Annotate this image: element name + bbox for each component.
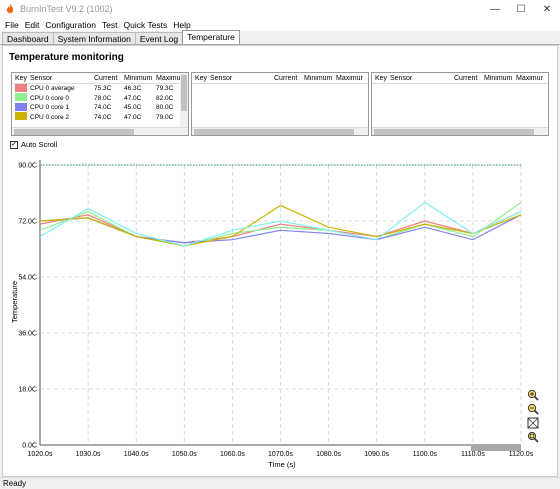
y-axis-label: Temperature	[10, 281, 19, 323]
auto-scroll-toggle[interactable]: ✓ Auto Scroll	[10, 140, 57, 149]
x-tick-label: 1110.0s	[461, 451, 485, 458]
minimize-button[interactable]: —	[490, 3, 500, 15]
table-row[interactable]: CPU 0 core 0 78.0C 47.0C 82.0C	[12, 93, 188, 104]
series-line	[39, 201, 522, 247]
menu-file[interactable]: File	[5, 19, 19, 30]
horizontal-scrollbar[interactable]	[372, 127, 548, 135]
sensor-grid-3[interactable]: Key Sensor Current Minimum Maximum	[371, 72, 549, 136]
close-button[interactable]: ✕	[542, 3, 552, 15]
chart-axes: 1020.0s 1030.0s 1040.0s 1050.0s 1060.0s 1070.…	[18, 160, 534, 458]
zoom-toolbar	[527, 389, 539, 445]
menu-help[interactable]: Help	[173, 19, 191, 30]
series-line	[39, 211, 522, 244]
x-tick-label: 1050.0s	[172, 451, 197, 458]
y-tick-label: 36.0C	[18, 331, 37, 338]
x-tick-label: 1120.0s	[509, 451, 534, 458]
horizontal-scrollbar[interactable]	[192, 127, 368, 135]
page-title: Temperature monitoring	[9, 52, 124, 63]
x-tick-label: 1080.0s	[316, 451, 341, 458]
window-title: BurnInTest V9.2 (1002)	[20, 4, 113, 14]
y-tick-label: 72.0C	[18, 219, 37, 226]
chart-series	[39, 201, 522, 247]
tab-strip: Dashboard System Information Event Log T…	[0, 30, 560, 45]
x-tick-label: 1060.0s	[220, 451, 245, 458]
menu-configuration[interactable]: Configuration	[45, 19, 96, 30]
vertical-scrollbar[interactable]	[180, 73, 188, 127]
sensor-grid-1[interactable]: Key Sensor Current Minimum Maximum CPU 0…	[11, 72, 189, 136]
color-swatch	[15, 102, 27, 111]
zoom-reset-icon[interactable]	[527, 431, 539, 443]
flame-icon	[6, 4, 14, 14]
horizontal-scrollbar[interactable]	[12, 127, 188, 135]
chart-scrollbar[interactable]	[471, 446, 521, 451]
menu-test[interactable]: Test	[101, 19, 118, 30]
grid-header: Key Sensor Current Minimum Maximum	[12, 73, 188, 84]
y-tick-label: 90.0C	[18, 163, 37, 170]
menu-edit[interactable]: Edit	[24, 19, 40, 30]
y-tick-label: 0.0C	[22, 443, 37, 450]
series-line	[39, 204, 522, 247]
menu-quick-tests[interactable]: Quick Tests	[123, 19, 168, 30]
temperature-panel: Temperature monitoring Key Sensor Curren…	[2, 45, 558, 477]
color-swatch	[15, 93, 27, 102]
y-tick-label: 54.0C	[18, 275, 37, 282]
auto-scroll-checkbox[interactable]: ✓	[10, 140, 18, 149]
zoom-fit-icon[interactable]	[527, 417, 539, 429]
zoom-out-icon[interactable]	[527, 403, 539, 415]
y-tick-label: 18.0C	[18, 387, 37, 394]
maximize-button[interactable]: ☐	[516, 3, 526, 15]
status-text: Ready	[3, 479, 27, 488]
grid-header: Key Sensor Current Minimum Maximum	[192, 73, 368, 84]
x-tick-label: 1040.0s	[124, 451, 149, 458]
table-row[interactable]: CPU 0 average 75.3C 46.3C 79.3C	[12, 83, 188, 94]
sensor-grid-2[interactable]: Key Sensor Current Minimum Maximum	[191, 72, 369, 136]
status-bar: Ready	[0, 477, 560, 489]
title-bar: BurnInTest V9.2 (1002) — ☐ ✕	[0, 0, 560, 18]
menu-bar: File Edit Configuration Test Quick Tests…	[0, 18, 560, 31]
x-axis-label: Time (s)	[268, 460, 296, 469]
grid-header: Key Sensor Current Minimum Maximum	[372, 73, 548, 84]
x-tick-label: 1020.0s	[28, 451, 53, 458]
series-line	[39, 201, 522, 247]
x-tick-label: 1030.0s	[76, 451, 101, 458]
table-row[interactable]: CPU 0 core 2 74.0C 47.0C 79.0C	[12, 112, 188, 123]
chart-grid	[39, 164, 522, 446]
color-swatch	[15, 83, 27, 92]
color-swatch	[15, 112, 27, 121]
table-row[interactable]: CPU 0 core 1 74.0C 45.0C 80.0C	[12, 102, 188, 113]
zoom-in-icon[interactable]	[527, 389, 539, 401]
x-tick-label: 1070.0s	[268, 451, 293, 458]
tab-temperature[interactable]: Temperature	[182, 30, 240, 44]
x-tick-label: 1090.0s	[364, 451, 389, 458]
auto-scroll-label: Auto Scroll	[21, 140, 58, 149]
x-tick-label: 1100.0s	[413, 451, 438, 458]
